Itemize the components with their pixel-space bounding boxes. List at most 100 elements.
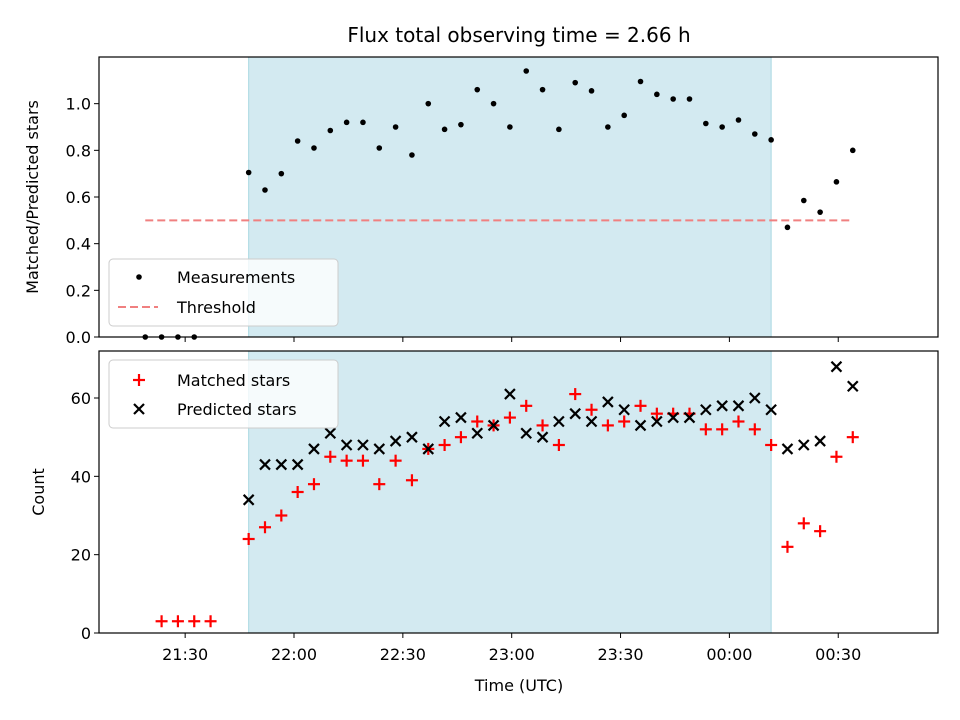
measurement-points [142, 68, 856, 340]
predicted-star-point [602, 396, 614, 408]
top-y-tick-label: 0.0 [66, 328, 91, 347]
matched-star-point [471, 415, 484, 428]
predicted-star-point [373, 443, 386, 455]
predicted-star-point [487, 419, 500, 432]
measurement-point [376, 145, 383, 151]
x-tick-label: 00:00 [706, 645, 752, 664]
chart-title: Flux total observing time = 2.66 h [347, 23, 690, 47]
x-tick-label: 00:30 [815, 645, 861, 664]
matched-star-point [242, 533, 255, 545]
measurement-point [817, 209, 823, 215]
predicted-star-point [716, 400, 728, 412]
bottom-y-tick-label: 0 [81, 624, 91, 643]
bottom-axes-frame [98, 350, 939, 634]
matched-star-point [732, 415, 745, 428]
matched-star-point [204, 615, 217, 628]
bottom-y-tick-label: 20 [71, 546, 91, 565]
matched-star-point [601, 419, 614, 432]
matched-star-point [155, 615, 168, 628]
measurement-point [768, 137, 774, 143]
predicted-star-point [438, 415, 451, 428]
matched-star-points [155, 388, 859, 628]
predicted-star-point [830, 360, 843, 373]
top-y-label: Matched/Predicted stars [23, 100, 42, 294]
matched-star-point [552, 439, 565, 451]
matched-star-point [373, 478, 386, 491]
top-y-ticks: 0.0 0.2 0.4 0.6 0.8 1.0 [66, 95, 99, 347]
matched-star-point [389, 454, 402, 467]
measurement-point [278, 170, 285, 177]
matched-star-point [846, 431, 859, 444]
matched-star-point [765, 439, 778, 451]
measurement-point [621, 112, 627, 119]
top-legend-box [108, 258, 339, 327]
predicted-star-point [683, 411, 696, 424]
measurement-point [507, 124, 513, 130]
legend-matched-label: Matched stars [177, 371, 290, 390]
x-tick-label: 22:00 [271, 645, 317, 664]
predicted-star-point [504, 388, 516, 400]
measurement-point [686, 96, 693, 102]
predicted-star-point [749, 392, 761, 404]
measurement-point [784, 224, 791, 231]
matched-star-point [748, 423, 761, 436]
predicted-star-point [814, 435, 826, 447]
predicted-star-point [651, 415, 663, 428]
bottom-y-tick-label: 40 [71, 467, 91, 486]
top-y-tick-label: 1.0 [66, 95, 91, 114]
legend-threshold-label: Threshold [176, 298, 256, 317]
predicted-star-point [275, 458, 288, 471]
predicted-star-point [308, 443, 320, 455]
top-legend: Measurements Threshold [108, 258, 339, 327]
top-y-tick-label: 0.6 [66, 188, 91, 207]
predicted-star-point [798, 439, 810, 451]
measurement-point [539, 86, 546, 93]
measurement-point [588, 88, 595, 94]
measurement-point [343, 119, 350, 126]
predicted-star-point [471, 427, 484, 440]
bottom-legend: Matched stars Predicted stars [108, 359, 339, 429]
predicted-star-point [259, 458, 271, 471]
matched-star-point [536, 419, 549, 432]
matched-star-point [356, 454, 369, 467]
matched-star-point [814, 525, 827, 538]
measurement-point [703, 120, 709, 127]
x-tick-label: 21:30 [162, 645, 208, 664]
measurement-point [670, 96, 676, 102]
top-y-tick-label: 0.2 [66, 281, 91, 300]
predicted-star-point [536, 431, 549, 443]
measurement-point [425, 100, 432, 107]
bottom-panel: 0 20 40 60 21:30 22:00 22:30 23:00 23:30 00:00 00… [71, 350, 939, 664]
bottom-legend-box [108, 359, 339, 429]
measurement-point [572, 79, 579, 86]
legend-matched-marker [133, 374, 145, 386]
measurement-point [556, 126, 562, 133]
predicted-star-point [324, 427, 337, 440]
matched-star-point [585, 403, 598, 416]
matched-star-point [258, 521, 271, 534]
measurement-point [752, 131, 758, 137]
measurement-point [490, 100, 497, 107]
predicted-star-point [700, 403, 712, 416]
measurement-point [605, 124, 611, 130]
measurement-point [441, 126, 448, 133]
matched-star-point [650, 407, 663, 420]
matched-star-point [781, 540, 794, 553]
x-tick-label: 22:30 [380, 645, 426, 664]
matched-star-point [797, 517, 810, 530]
predicted-star-point [520, 427, 533, 440]
legend-predicted-label: Predicted stars [177, 400, 297, 419]
x-tick-label: 23:00 [489, 645, 535, 664]
measurement-point [262, 187, 268, 193]
matched-star-point [188, 615, 201, 628]
measurement-point [360, 119, 366, 126]
measurement-point [735, 117, 742, 123]
measurement-point [458, 121, 464, 128]
measurement-point [833, 179, 840, 185]
matched-star-point [699, 423, 712, 436]
matched-star-point [618, 415, 631, 428]
matched-star-point [520, 399, 533, 412]
legend-measurements-label: Measurements [177, 268, 295, 287]
predicted-star-point [667, 411, 679, 424]
measurement-point [849, 147, 856, 154]
